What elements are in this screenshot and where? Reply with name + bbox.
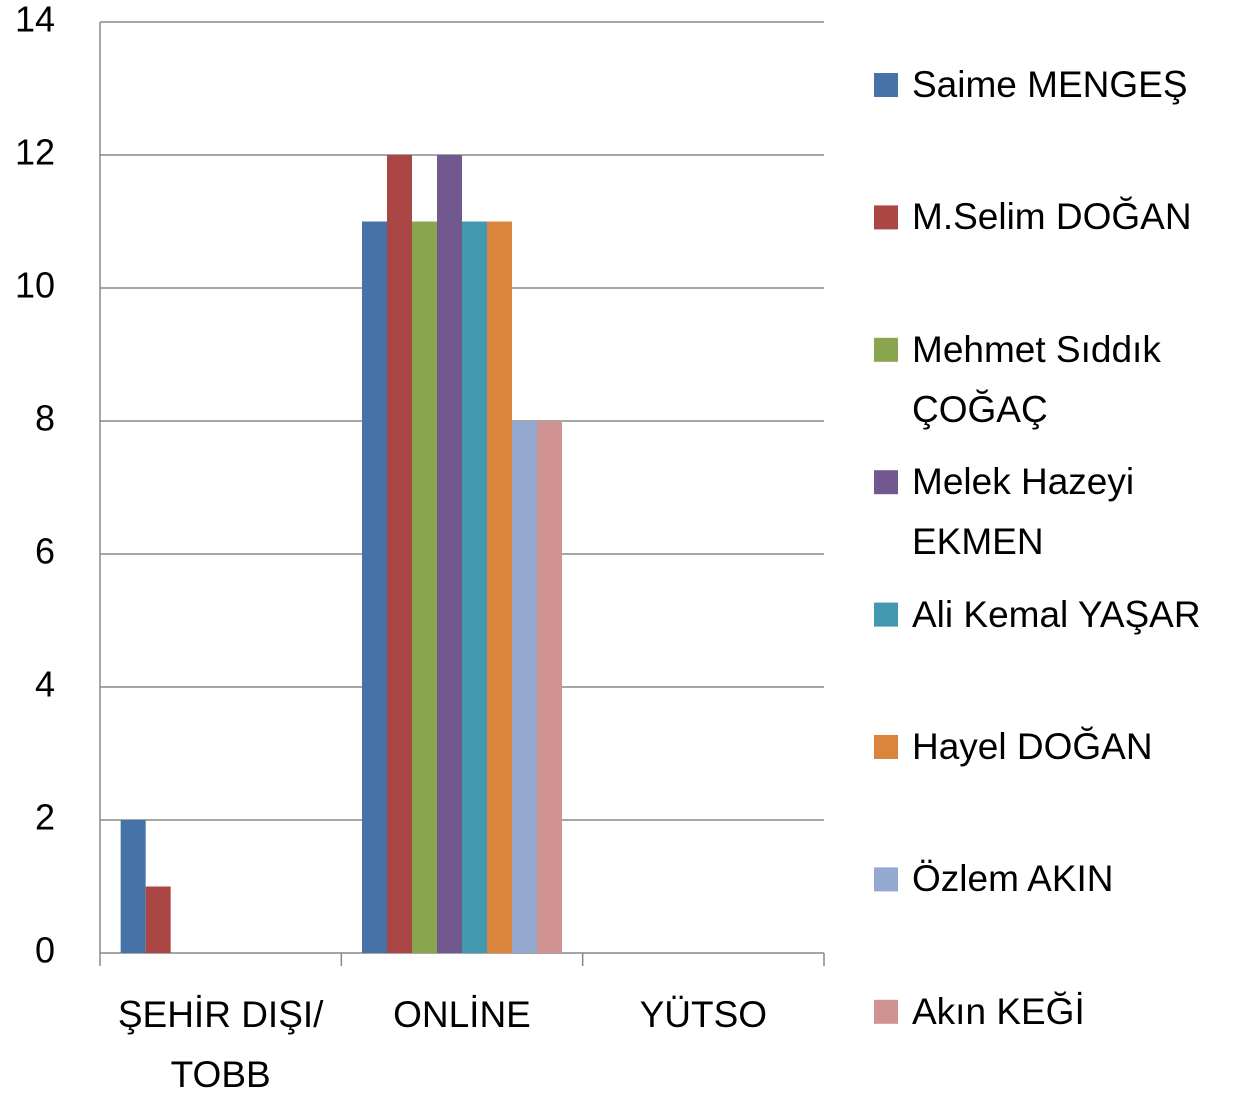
bar — [537, 421, 562, 953]
bar — [120, 820, 146, 953]
legend-swatch — [874, 73, 898, 97]
legend-swatch — [874, 205, 898, 230]
y-tick-label: 6 — [35, 531, 55, 572]
legend-label: Saime MENGEŞ — [912, 64, 1188, 105]
y-tick-label: 4 — [35, 664, 55, 705]
x-tick-label: YÜTSO — [639, 994, 768, 1035]
legend-label: Mehmet Sıddık ÇOĞAÇ — [912, 328, 1161, 430]
y-tick-label: 12 — [15, 132, 55, 173]
legend-label: Melek Hazeyi EKMEN — [912, 461, 1135, 563]
x-tick-label: ŞEHİR DIŞI/ TOBB — [117, 994, 324, 1095]
legend-label: Akın KEĞİ — [912, 990, 1085, 1032]
legend-swatch — [874, 337, 898, 362]
legend-swatch — [874, 867, 898, 892]
legend-swatch — [874, 999, 898, 1024]
bar — [487, 221, 512, 953]
legend-swatch — [874, 602, 898, 627]
legend-label: Özlem AKIN — [912, 858, 1114, 900]
x-tick-label: ONLİNE — [393, 994, 531, 1035]
y-tick-label: 14 — [15, 0, 55, 40]
legend-swatch — [874, 470, 898, 495]
bar — [512, 421, 537, 953]
y-tick-label: 10 — [15, 265, 55, 306]
legend-label: M.Selim DOĞAN — [912, 196, 1192, 238]
y-tick-label: 8 — [35, 398, 55, 439]
bar — [462, 221, 487, 953]
legend-label: Hayel DOĞAN — [912, 726, 1153, 767]
bar — [412, 221, 437, 953]
y-tick-label: 2 — [35, 797, 55, 838]
bar — [387, 155, 412, 953]
bar — [437, 155, 462, 953]
legend-label: Ali Kemal YAŞAR — [912, 593, 1201, 635]
y-tick-label: 0 — [35, 930, 55, 971]
bar — [362, 221, 387, 953]
legend-swatch — [874, 735, 898, 759]
bar — [145, 886, 171, 953]
